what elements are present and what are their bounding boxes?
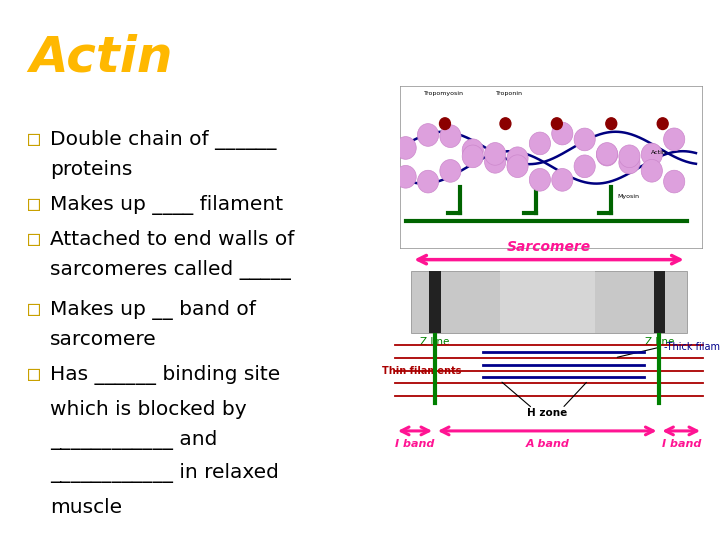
Circle shape <box>606 118 617 130</box>
Text: sarcomeres called _____: sarcomeres called _____ <box>50 260 291 280</box>
Circle shape <box>619 151 640 174</box>
Circle shape <box>619 145 640 167</box>
Text: □: □ <box>28 195 40 214</box>
Circle shape <box>507 155 528 178</box>
Text: □: □ <box>28 365 40 384</box>
Text: I band: I band <box>395 440 434 449</box>
Text: -Thick filaments: -Thick filaments <box>664 342 720 352</box>
Text: Thin filaments: Thin filaments <box>382 366 462 375</box>
Circle shape <box>395 137 416 159</box>
Text: muscle: muscle <box>50 498 122 517</box>
Text: Double chain of ______: Double chain of ______ <box>50 130 276 150</box>
Circle shape <box>485 143 505 165</box>
Circle shape <box>418 124 438 146</box>
Text: □: □ <box>28 130 40 149</box>
Text: Z line: Z line <box>420 337 450 347</box>
Circle shape <box>657 118 668 130</box>
Text: Actin: Actin <box>651 151 667 156</box>
Circle shape <box>500 118 511 130</box>
Circle shape <box>552 122 573 145</box>
Circle shape <box>642 143 662 166</box>
Text: Myosin: Myosin <box>617 194 639 199</box>
Text: Has ______ binding site: Has ______ binding site <box>50 365 280 385</box>
Text: A band: A band <box>526 440 570 449</box>
Text: Actin: Actin <box>29 34 172 82</box>
Circle shape <box>485 151 505 173</box>
Circle shape <box>574 128 595 151</box>
Text: proteins: proteins <box>50 160 132 179</box>
Circle shape <box>574 155 595 178</box>
Circle shape <box>462 145 483 168</box>
Bar <box>654 271 665 333</box>
Text: ____________ in relaxed: ____________ in relaxed <box>50 463 279 483</box>
Circle shape <box>529 132 551 155</box>
Text: ____________ and: ____________ and <box>50 430 217 450</box>
Bar <box>411 271 687 333</box>
Circle shape <box>596 143 618 165</box>
Circle shape <box>440 159 461 182</box>
Circle shape <box>440 125 461 147</box>
Text: Makes up __ band of: Makes up __ band of <box>50 300 256 320</box>
Circle shape <box>439 118 451 130</box>
Text: sarcomere: sarcomere <box>50 330 157 349</box>
Text: □: □ <box>28 300 40 319</box>
Circle shape <box>462 139 483 161</box>
Circle shape <box>642 159 662 182</box>
Circle shape <box>664 128 685 151</box>
Text: I band: I band <box>662 440 701 449</box>
Bar <box>429 271 441 333</box>
Text: Sarcomere: Sarcomere <box>507 240 591 254</box>
Text: □: □ <box>28 230 40 249</box>
Circle shape <box>507 147 528 170</box>
Circle shape <box>596 143 618 166</box>
Circle shape <box>664 170 685 193</box>
Text: Troponin: Troponin <box>496 91 523 96</box>
Circle shape <box>552 118 562 130</box>
Text: Tropomyosin: Tropomyosin <box>424 91 464 96</box>
Circle shape <box>552 168 573 191</box>
Text: Z line: Z line <box>644 337 674 347</box>
Text: which is blocked by: which is blocked by <box>50 400 247 419</box>
Text: H zone: H zone <box>527 408 567 418</box>
Circle shape <box>529 168 551 191</box>
Text: Attached to end walls of: Attached to end walls of <box>50 230 294 249</box>
Circle shape <box>395 165 416 188</box>
Circle shape <box>418 170 438 193</box>
Text: Makes up ____ filament: Makes up ____ filament <box>50 195 283 215</box>
Bar <box>500 271 595 333</box>
